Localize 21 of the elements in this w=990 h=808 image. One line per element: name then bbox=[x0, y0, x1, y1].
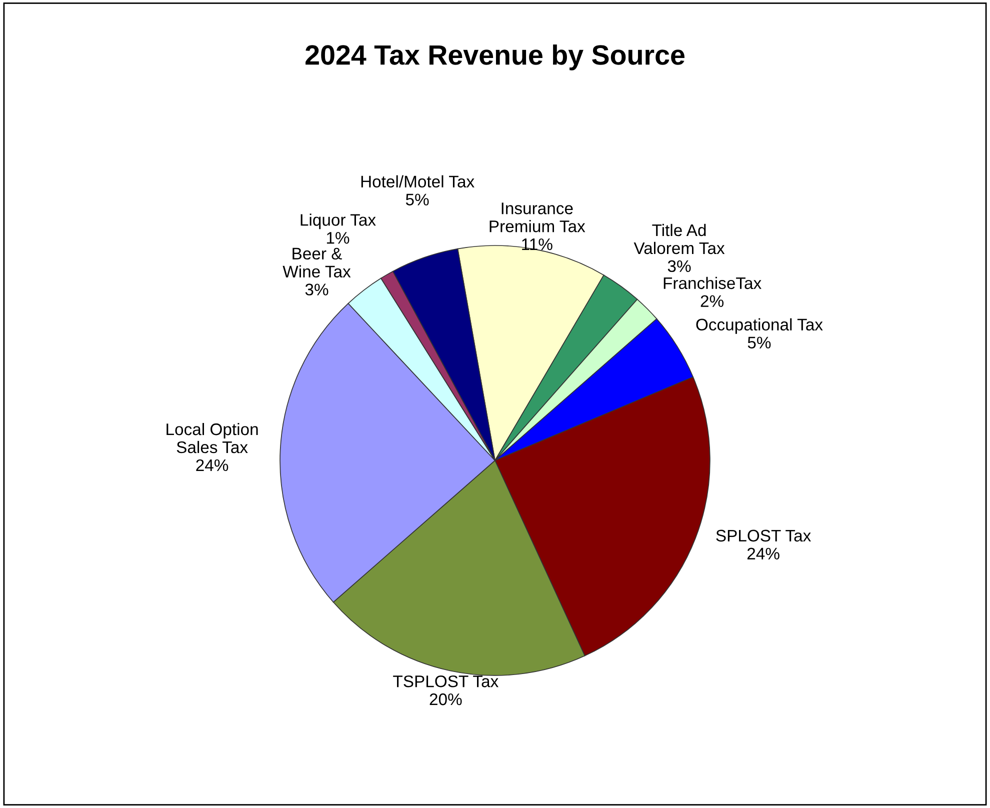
slice-label: Insurance Premium Tax bbox=[490, 202, 586, 232]
data-label: 3% bbox=[668, 260, 691, 272]
slice-label: Hotel/Motel Tax bbox=[361, 175, 474, 188]
slice-label: SPLOST Tax bbox=[716, 530, 811, 542]
chart-title: 2024 Tax Revenue by Source bbox=[306, 44, 684, 70]
slice-label: Occupational Tax bbox=[696, 318, 823, 334]
data-label: 20% bbox=[430, 693, 462, 706]
data-label: 11% bbox=[522, 238, 552, 250]
data-label: 24% bbox=[747, 548, 780, 560]
data-label: 5% bbox=[406, 194, 429, 206]
data-label: 3% bbox=[305, 284, 328, 296]
slice-label: Liquor Tax bbox=[300, 214, 376, 230]
data-label: 24% bbox=[196, 459, 228, 472]
data-label: 1% bbox=[326, 232, 350, 244]
data-label: 2% bbox=[700, 295, 724, 307]
data-label: 5% bbox=[748, 336, 771, 348]
slice-label: FranchiseTax bbox=[664, 276, 762, 290]
slice-label: Local Option Sales Tax bbox=[166, 422, 258, 454]
slice-label: Beer & Wine Tax bbox=[282, 248, 351, 278]
slice-label: Title Ad Valorem Tax bbox=[634, 224, 725, 254]
slice-label: TSPLOST Tax bbox=[393, 675, 498, 688]
